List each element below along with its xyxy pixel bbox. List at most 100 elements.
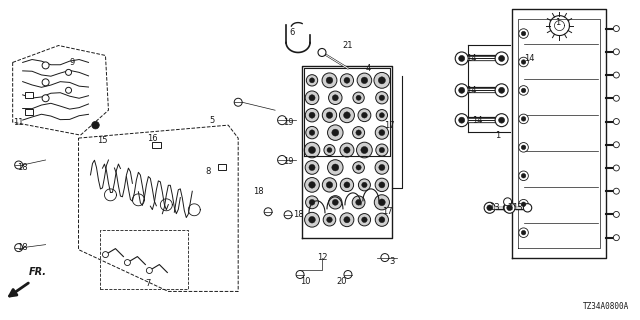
Circle shape: [378, 77, 385, 84]
Circle shape: [504, 204, 512, 212]
Circle shape: [362, 217, 367, 222]
Text: 6: 6: [289, 28, 295, 37]
Text: 18: 18: [17, 243, 28, 252]
Bar: [152, 141, 161, 148]
Circle shape: [305, 178, 319, 192]
Circle shape: [522, 117, 526, 121]
Circle shape: [310, 78, 315, 83]
Circle shape: [375, 213, 388, 226]
Circle shape: [309, 199, 315, 205]
Circle shape: [308, 147, 316, 154]
Circle shape: [344, 112, 350, 118]
Circle shape: [376, 144, 388, 156]
Text: 21: 21: [342, 41, 353, 50]
Circle shape: [356, 165, 361, 170]
Circle shape: [327, 148, 332, 153]
Circle shape: [42, 62, 49, 69]
Circle shape: [484, 202, 495, 213]
Text: 17: 17: [383, 207, 393, 216]
Circle shape: [375, 161, 388, 174]
Circle shape: [613, 142, 620, 148]
Text: 14: 14: [472, 116, 483, 125]
Circle shape: [519, 86, 529, 95]
Circle shape: [362, 112, 367, 118]
Text: 1: 1: [495, 131, 500, 140]
Circle shape: [522, 173, 526, 178]
Circle shape: [379, 95, 385, 100]
Circle shape: [15, 244, 22, 252]
Circle shape: [322, 73, 337, 88]
Circle shape: [326, 182, 333, 188]
Circle shape: [522, 230, 526, 235]
Circle shape: [306, 126, 318, 139]
Circle shape: [102, 252, 108, 258]
Circle shape: [332, 129, 339, 136]
Circle shape: [324, 145, 335, 156]
Text: 5: 5: [210, 116, 215, 125]
Circle shape: [340, 213, 354, 227]
Circle shape: [308, 181, 316, 188]
Circle shape: [353, 92, 364, 103]
Circle shape: [379, 147, 385, 153]
Circle shape: [344, 147, 350, 153]
Circle shape: [379, 217, 385, 223]
Text: 3: 3: [389, 257, 394, 266]
Circle shape: [613, 49, 620, 55]
Bar: [25, 92, 33, 98]
Text: 14: 14: [524, 54, 535, 63]
Circle shape: [344, 217, 350, 223]
Circle shape: [309, 95, 315, 101]
Text: TZ34A0800A: TZ34A0800A: [583, 302, 629, 311]
Circle shape: [352, 196, 365, 209]
Circle shape: [353, 162, 364, 173]
Circle shape: [522, 31, 526, 36]
Circle shape: [328, 160, 343, 175]
Circle shape: [613, 188, 620, 194]
Text: 9: 9: [70, 58, 75, 67]
Circle shape: [284, 211, 292, 219]
Circle shape: [519, 57, 529, 67]
Circle shape: [613, 235, 620, 241]
Circle shape: [375, 126, 388, 139]
Circle shape: [499, 117, 504, 123]
Circle shape: [375, 178, 388, 192]
Circle shape: [234, 98, 242, 106]
Circle shape: [356, 95, 361, 100]
Circle shape: [307, 75, 317, 86]
Circle shape: [613, 212, 620, 217]
Circle shape: [613, 118, 620, 124]
Circle shape: [499, 87, 504, 93]
Bar: [218, 164, 226, 170]
Circle shape: [362, 182, 367, 188]
Circle shape: [305, 91, 319, 105]
Circle shape: [379, 130, 385, 136]
Text: 20: 20: [337, 277, 348, 286]
Circle shape: [340, 178, 353, 192]
Circle shape: [332, 95, 339, 101]
Circle shape: [522, 145, 526, 149]
Text: 1: 1: [555, 18, 560, 27]
Circle shape: [613, 95, 620, 101]
Text: 14: 14: [467, 54, 477, 63]
Circle shape: [524, 204, 532, 212]
Circle shape: [519, 143, 529, 152]
Text: 19: 19: [283, 118, 293, 127]
Circle shape: [323, 178, 337, 192]
Circle shape: [358, 109, 371, 122]
Circle shape: [356, 142, 372, 158]
Circle shape: [374, 72, 390, 88]
Circle shape: [376, 109, 387, 121]
Circle shape: [304, 142, 320, 158]
Circle shape: [326, 112, 333, 118]
Circle shape: [495, 52, 508, 65]
Circle shape: [147, 268, 152, 274]
Circle shape: [296, 270, 304, 278]
Circle shape: [42, 95, 49, 102]
Circle shape: [507, 205, 513, 211]
Circle shape: [495, 84, 508, 97]
Circle shape: [455, 84, 468, 97]
Circle shape: [353, 127, 365, 139]
Circle shape: [379, 164, 385, 171]
Text: 13: 13: [512, 203, 523, 212]
Circle shape: [305, 108, 319, 122]
